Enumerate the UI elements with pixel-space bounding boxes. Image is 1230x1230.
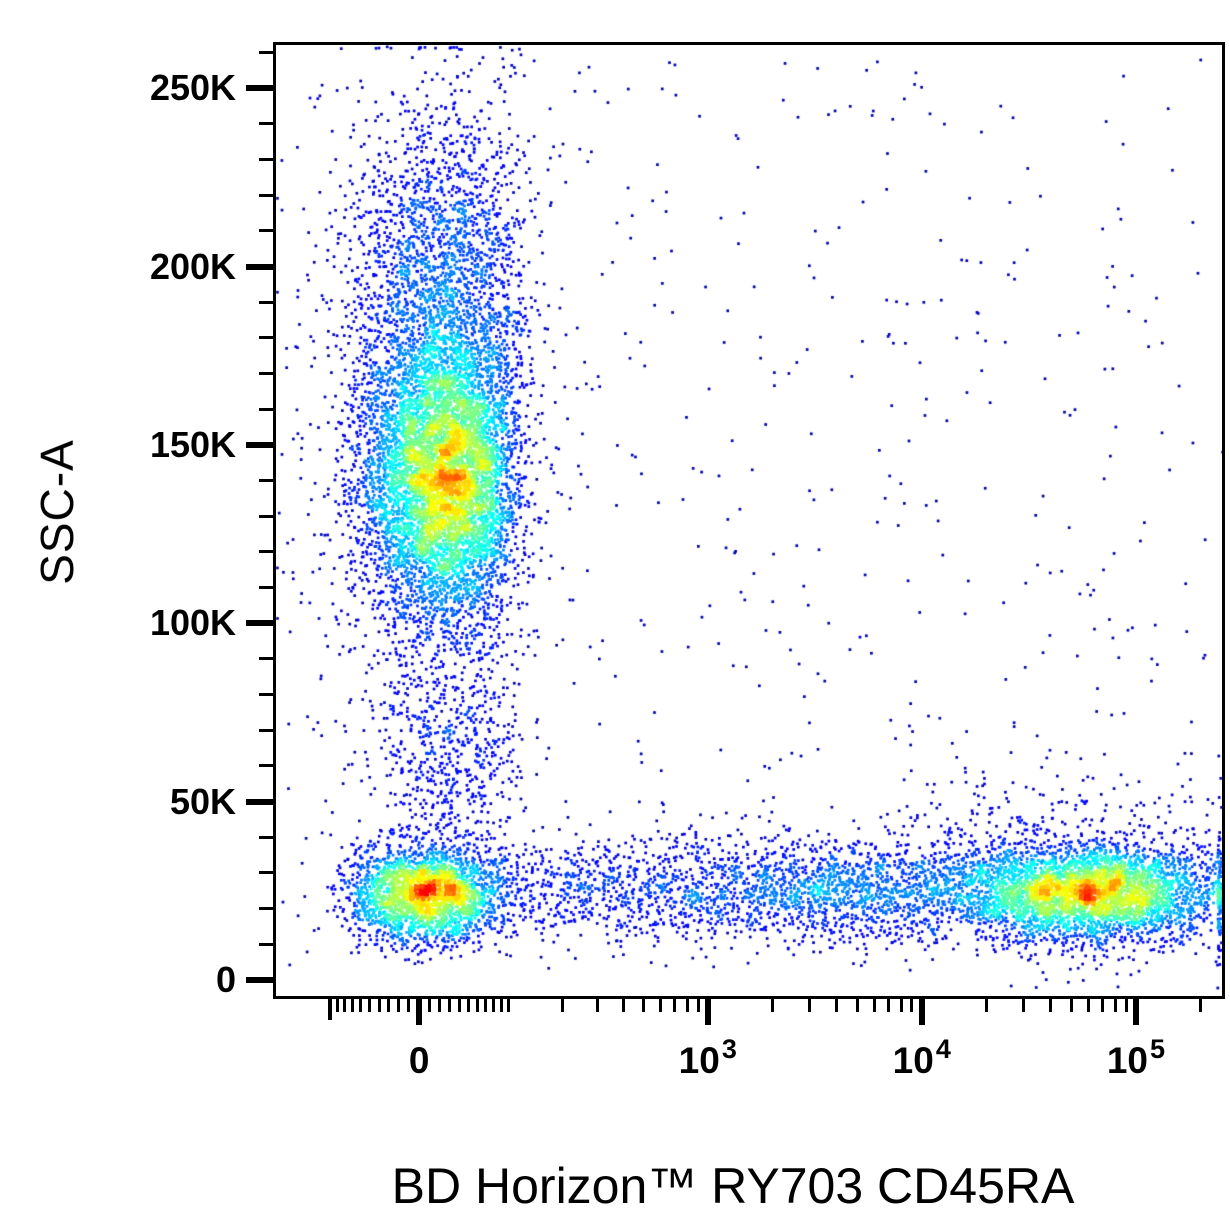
y-minor-tick [259, 372, 276, 376]
y-major-tick [246, 263, 276, 270]
x-minor-tick [872, 999, 876, 1012]
plot-frame [273, 42, 1225, 999]
x-tick-label: 104 [892, 1034, 951, 1081]
x-major-tick [704, 999, 711, 1025]
y-minor-tick [259, 158, 276, 162]
x-minor-tick [466, 999, 470, 1012]
x-minor-tick [673, 999, 677, 1012]
y-minor-tick [259, 586, 276, 590]
y-tick-label: 50K [169, 780, 236, 822]
y-tick-label: 100K [149, 602, 236, 644]
y-minor-tick [259, 907, 276, 911]
x-minor-tick [359, 999, 363, 1012]
y-minor-tick [259, 764, 276, 768]
y-minor-tick [259, 407, 276, 411]
y-minor-tick [259, 122, 276, 126]
y-tick-label: 200K [149, 245, 236, 287]
x-axis-title: BD Horizon™ RY703 CD45RA [391, 1158, 1075, 1214]
y-minor-tick [259, 693, 276, 697]
y-minor-tick [259, 51, 276, 55]
x-medium-tick [328, 999, 333, 1020]
x-minor-tick [560, 999, 564, 1012]
x-minor-tick [475, 999, 479, 1012]
x-minor-tick [1049, 999, 1053, 1012]
x-minor-tick [427, 999, 431, 1012]
y-minor-tick [259, 942, 276, 946]
x-minor-tick [438, 999, 442, 1012]
y-major-tick [246, 976, 276, 983]
y-minor-tick [259, 193, 276, 197]
x-minor-tick [1101, 999, 1105, 1012]
x-minor-tick [1022, 999, 1026, 1012]
x-minor-tick [642, 999, 646, 1012]
y-minor-tick [259, 300, 276, 304]
y-tick-label: 0 [215, 958, 236, 1000]
x-minor-tick [1198, 999, 1202, 1012]
y-minor-tick [259, 728, 276, 732]
x-major-tick [918, 999, 925, 1025]
x-minor-tick [377, 999, 381, 1012]
x-minor-tick [596, 999, 600, 1012]
x-minor-tick [899, 999, 903, 1012]
x-minor-tick [1069, 999, 1073, 1012]
x-minor-tick [696, 999, 700, 1012]
x-minor-tick [770, 999, 774, 1012]
x-minor-tick [910, 999, 914, 1012]
x-minor-tick [492, 999, 496, 1012]
y-minor-tick [259, 479, 276, 483]
y-major-tick [246, 85, 276, 92]
x-tick-label: 0 [408, 1040, 430, 1081]
y-minor-tick [259, 514, 276, 518]
x-minor-tick [808, 999, 812, 1012]
x-minor-tick [368, 999, 372, 1012]
y-tick-label: 250K [149, 67, 236, 109]
x-minor-tick [387, 999, 391, 1012]
y-minor-tick [259, 835, 276, 839]
x-minor-tick [484, 999, 488, 1012]
y-tick-label: 150K [149, 423, 236, 465]
x-minor-tick [499, 999, 503, 1012]
y-minor-tick [259, 336, 276, 340]
x-tick-label: 103 [678, 1034, 737, 1081]
x-minor-tick [887, 999, 891, 1012]
y-major-tick [246, 441, 276, 448]
x-minor-tick [407, 999, 411, 1012]
x-minor-tick [984, 999, 988, 1012]
x-major-tick [416, 999, 423, 1025]
y-minor-tick [259, 550, 276, 554]
y-major-tick [246, 798, 276, 805]
x-minor-tick [1113, 999, 1117, 1012]
x-minor-tick [622, 999, 625, 1012]
y-minor-tick [259, 657, 276, 661]
x-minor-tick [855, 999, 859, 1012]
x-minor-tick [1124, 999, 1128, 1012]
x-minor-tick [685, 999, 689, 1012]
x-minor-tick [448, 999, 452, 1012]
x-major-tick [1132, 999, 1139, 1025]
y-major-tick [246, 620, 276, 627]
x-minor-tick [397, 999, 401, 1012]
x-minor-tick [506, 999, 510, 1012]
x-minor-tick [835, 999, 839, 1012]
y-minor-tick [259, 229, 276, 233]
x-minor-tick [659, 999, 663, 1012]
x-minor-tick [1086, 999, 1090, 1012]
x-minor-tick [343, 999, 347, 1012]
x-tick-label: 105 [1106, 1034, 1166, 1081]
x-minor-tick [335, 999, 339, 1012]
x-minor-tick [457, 999, 461, 1012]
y-minor-tick [259, 871, 276, 875]
x-minor-tick [351, 999, 355, 1012]
y-axis-title: SSC-A [31, 439, 83, 585]
